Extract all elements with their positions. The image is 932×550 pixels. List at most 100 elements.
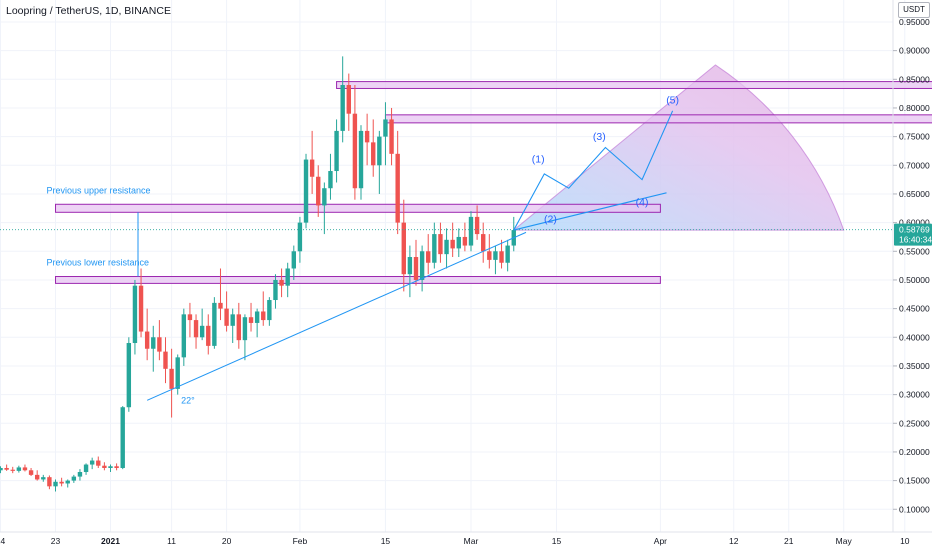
wave-projection-path bbox=[513, 110, 674, 231]
candle-body bbox=[212, 302, 217, 346]
currency-badge[interactable]: USDT bbox=[898, 2, 930, 18]
candle bbox=[499, 239, 504, 269]
candle-body bbox=[83, 464, 89, 473]
candle-body bbox=[407, 257, 413, 275]
price-axis[interactable]: 0.90000 0.85000 0.80000 0.75000 0.70000 0.650… bbox=[892, 0, 932, 532]
candle bbox=[22, 464, 28, 472]
candle-body bbox=[120, 407, 125, 468]
candle-body bbox=[169, 368, 174, 389]
wave-label: (3) bbox=[593, 131, 606, 143]
candle-body bbox=[322, 188, 327, 206]
candle-body bbox=[218, 302, 223, 309]
candle bbox=[4, 464, 9, 471]
zone-box bbox=[55, 203, 661, 213]
candle-body bbox=[65, 480, 70, 484]
price-tick-label: 0.60000 bbox=[899, 218, 930, 228]
candle-body bbox=[47, 477, 52, 487]
candle-body bbox=[22, 467, 28, 471]
candle-body bbox=[248, 317, 254, 323]
candle bbox=[114, 463, 119, 471]
candle-body bbox=[16, 467, 22, 471]
wave-label: (5) bbox=[666, 94, 679, 106]
candle-body bbox=[89, 460, 95, 465]
candle bbox=[322, 182, 327, 235]
candle bbox=[126, 337, 132, 412]
candle-body bbox=[138, 285, 144, 332]
time-tick-label: Feb bbox=[293, 536, 308, 546]
candle bbox=[193, 314, 199, 349]
candle-body bbox=[340, 85, 345, 131]
time-axis[interactable]: 14 23 2021 11 20 Feb 15 Mar 15 Apr 12 21 May 10 bbox=[0, 531, 932, 546]
time-tick-label: 10 bbox=[900, 536, 910, 546]
candle bbox=[132, 279, 138, 355]
candle bbox=[108, 464, 113, 473]
candle-body bbox=[181, 314, 187, 358]
candle bbox=[199, 308, 205, 341]
candle-body bbox=[279, 279, 284, 286]
candle-body bbox=[0, 467, 3, 471]
candle-body bbox=[41, 477, 46, 480]
candle bbox=[230, 308, 235, 344]
candle bbox=[267, 297, 272, 326]
annotation-labels: Previous upper resistance Previous lower … bbox=[47, 94, 680, 405]
candle-body bbox=[261, 311, 266, 321]
candle bbox=[358, 125, 364, 200]
candle bbox=[83, 463, 89, 475]
candle bbox=[59, 477, 64, 487]
time-tick-label: 11 bbox=[167, 536, 176, 546]
last-price-value: 0.58769 bbox=[899, 225, 930, 235]
price-tick-label: 0.75000 bbox=[899, 132, 930, 142]
candle-body bbox=[401, 222, 406, 275]
candle bbox=[10, 466, 15, 474]
candle-body bbox=[193, 320, 199, 338]
candle bbox=[309, 130, 315, 194]
candle bbox=[468, 211, 474, 252]
candle bbox=[77, 469, 83, 481]
candle-body bbox=[468, 216, 474, 246]
candlesticks bbox=[0, 56, 516, 492]
candle-body bbox=[126, 343, 132, 408]
candle bbox=[395, 130, 400, 235]
candle bbox=[151, 325, 156, 372]
zone-box bbox=[384, 114, 932, 124]
candle bbox=[254, 308, 260, 338]
candle-body bbox=[242, 317, 248, 341]
time-tick-label: Apr bbox=[654, 536, 667, 546]
time-tick-label: 20 bbox=[222, 536, 232, 546]
candle-body bbox=[438, 234, 443, 255]
candle bbox=[65, 479, 70, 488]
candle-body bbox=[487, 251, 492, 260]
candle bbox=[28, 467, 34, 477]
candle bbox=[340, 56, 345, 143]
price-tick-label: 0.65000 bbox=[899, 189, 930, 199]
candle-body bbox=[456, 236, 461, 249]
candle bbox=[401, 199, 406, 292]
candle-body bbox=[254, 311, 260, 323]
candle-body bbox=[303, 159, 309, 223]
candle-body bbox=[474, 216, 480, 235]
price-tick-label: 0.80000 bbox=[899, 103, 930, 113]
candle bbox=[16, 465, 22, 473]
candle bbox=[456, 228, 461, 258]
candle bbox=[34, 470, 40, 481]
candle bbox=[334, 119, 339, 183]
candle bbox=[474, 205, 480, 240]
candle bbox=[212, 297, 217, 349]
candle bbox=[261, 291, 266, 326]
candle bbox=[181, 308, 187, 366]
candle bbox=[371, 119, 376, 177]
candle bbox=[53, 479, 58, 492]
candle-body bbox=[77, 472, 83, 477]
candle bbox=[407, 245, 413, 298]
candle-body bbox=[413, 257, 419, 280]
candle-body bbox=[102, 465, 107, 468]
candle-body bbox=[114, 466, 119, 468]
candle bbox=[438, 222, 443, 263]
candle-body bbox=[132, 285, 138, 344]
candle-body bbox=[383, 119, 388, 137]
candle-body bbox=[206, 325, 211, 346]
candle bbox=[218, 268, 223, 321]
candle-body bbox=[450, 239, 455, 249]
